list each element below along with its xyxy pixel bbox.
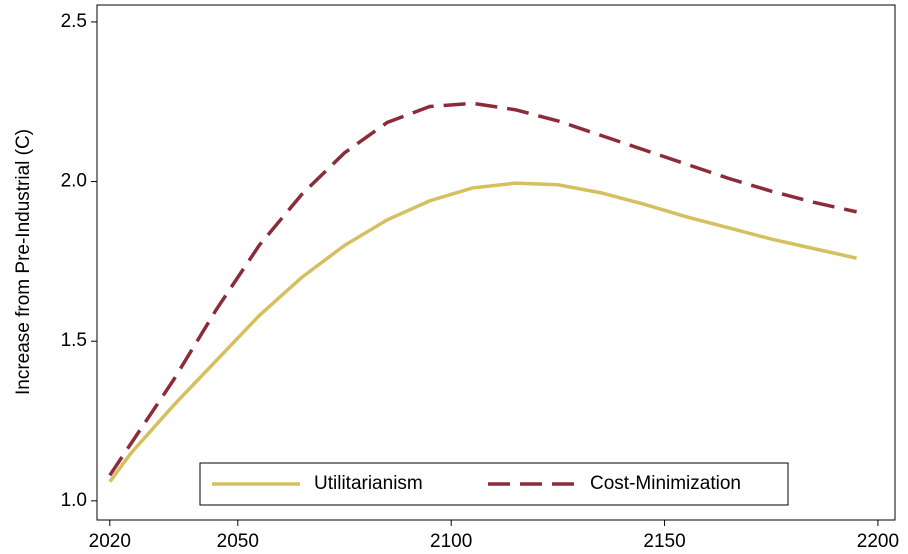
y-axis-label: Increase from Pre-Industrial (C) [13,129,34,395]
x-tick-label: 2150 [643,531,685,552]
y-tick-label: 2.5 [61,11,87,32]
plot-frame [96,4,896,521]
x-tick-label: 2020 [89,531,131,552]
series-line [108,101,857,477]
x-tick-label: 2200 [857,531,899,552]
x-tick-label: 2050 [217,531,259,552]
y-tick-label: 2.0 [61,171,87,192]
legend-label: Cost-Minimization [590,473,741,494]
y-tick-label: 1.0 [61,490,87,511]
x-tick-label: 2100 [430,531,472,552]
series-line [108,181,857,483]
y-tick-label: 1.5 [61,330,87,351]
legend-label: Utilitarianism [314,473,423,494]
